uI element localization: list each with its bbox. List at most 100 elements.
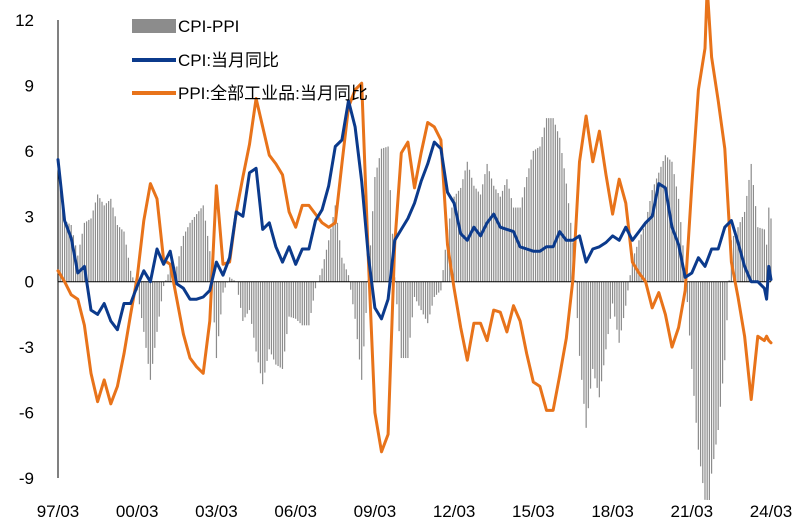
cpi-ppi-bar <box>528 168 530 282</box>
cpi-ppi-bar <box>658 172 660 282</box>
cpi-ppi-bar <box>328 240 330 282</box>
cpi-ppi-bar <box>273 281 275 360</box>
cpi-ppi-bar <box>605 281 607 350</box>
cpi-ppi-bar <box>295 281 297 319</box>
cpi-ppi-bar <box>361 281 363 380</box>
cpi-ppi-bar <box>244 281 246 318</box>
cpi-ppi-bar <box>651 190 653 282</box>
cpi-ppi-bar <box>530 159 532 282</box>
cpi-ppi-bar <box>413 281 416 297</box>
cpi-ppi-bar <box>229 277 231 282</box>
cpi-ppi-bar <box>721 281 724 384</box>
cpi-ppi-bar <box>587 281 589 409</box>
cpi-ppi-bar <box>149 281 152 380</box>
cpi-ppi-bar <box>222 281 224 293</box>
y-axis-ticks: 12 9 6 3 0 -3 -6 -9 <box>15 11 34 488</box>
cpi-ppi-bar <box>242 281 244 321</box>
cpi-ppi-bar <box>510 198 512 282</box>
cpi-ppi-bar <box>345 269 347 282</box>
cpi-ppi-bar <box>61 203 64 282</box>
cpi-ppi-bar <box>330 228 332 282</box>
cpi-ppi-bar <box>218 281 220 337</box>
cpi-ppi-bar <box>620 281 622 331</box>
cpi-ppi-bar <box>88 219 90 282</box>
y-tick-label: 9 <box>25 76 34 95</box>
cpi-ppi-bar <box>583 281 585 404</box>
cpi-ppi-bar <box>123 231 125 282</box>
cpi-ppi-bar <box>688 281 691 336</box>
cpi-ppi-bar <box>68 223 70 282</box>
cpi-ppi-bar <box>130 270 132 282</box>
cpi-ppi-bar <box>622 281 625 319</box>
cpi-ppi-bar <box>631 259 633 282</box>
x-tick-label: 00/03 <box>116 502 159 521</box>
cpi-ppi-bar <box>246 281 248 314</box>
cpi-ppi-bar <box>284 281 286 352</box>
cpi-ppi-bar <box>64 220 66 282</box>
cpi-ppi-bar <box>81 233 83 282</box>
cpi-ppi-bar <box>374 177 376 282</box>
legend-label: PPI:全部工业品:当月同比 <box>178 84 368 103</box>
cpi-ppi-bar <box>200 208 202 282</box>
cpi-ppi-bar <box>114 216 116 282</box>
cpi-ppi-bar <box>642 228 644 282</box>
cpi-ppi-bar <box>431 281 433 306</box>
cpi-ppi-bar <box>768 207 770 282</box>
cpi-ppi-bar <box>699 281 702 467</box>
cpi-ppi-bar <box>163 281 165 287</box>
cpi-ppi-bar <box>559 137 561 282</box>
cpi-ppi-bar <box>475 188 477 282</box>
cpi-ppi-bar <box>409 281 411 338</box>
cpi-ppi-bar <box>759 227 761 282</box>
cpi-ppi-bar <box>255 281 257 352</box>
cpi-ppi-bar <box>240 281 242 308</box>
cpi-ppi-bar <box>121 229 123 282</box>
cpi-ppi-bar <box>383 147 385 282</box>
cpi-ppi-bar <box>473 185 475 282</box>
cpi-ppi-bar <box>275 281 277 365</box>
cpi-ppi-bar <box>156 281 158 332</box>
cpi-ppi-bar <box>563 168 565 282</box>
cpi-ppi-bar <box>189 222 191 282</box>
cpi-ppi-bar <box>673 174 675 282</box>
cpi-ppi-bar <box>167 274 169 282</box>
cpi-ppi-bar <box>277 281 279 367</box>
cpi-ppi-bar <box>213 281 215 323</box>
cpi-ppi-bar <box>66 222 68 282</box>
cpi-ppi-bar <box>427 281 429 324</box>
cpi-ppi-bar <box>697 281 699 450</box>
cpi-ppi-bar <box>574 280 576 282</box>
cpi-ppi-bar <box>554 124 556 282</box>
cpi-ppi-bar <box>389 190 391 282</box>
cpi-ppi-bar <box>743 211 746 282</box>
legend-swatch <box>132 19 176 33</box>
cpi-ppi-bar <box>728 280 730 282</box>
cpi-ppi-bar <box>600 281 603 382</box>
cpi-ppi-bar <box>504 185 506 282</box>
cpi-ppi-bar <box>182 235 185 282</box>
cpi-ppi-bar <box>640 234 642 282</box>
cpi-ppi-bar <box>644 222 647 282</box>
cpi-ppi-bar <box>101 201 103 282</box>
cpi-ppi-bar <box>750 163 752 282</box>
cpi-ppi-bar <box>411 281 413 318</box>
y-tick-label: 0 <box>25 273 34 292</box>
cpi-ppi-bar <box>757 227 759 282</box>
cpi-ppi-bar <box>343 263 345 282</box>
cpi-ppi-bar <box>741 217 743 282</box>
cpi-ppi-bar <box>625 281 627 306</box>
cpi-ppi-bar <box>541 137 543 282</box>
cpi-ppi-bar <box>763 229 765 282</box>
cpi-ppi-bar <box>281 281 284 369</box>
cpi-ppi-bar <box>592 281 594 369</box>
cpi-ppi-bar <box>666 157 669 282</box>
cpi-ppi-bar <box>259 281 262 374</box>
cpi-ppi-bar <box>534 149 537 282</box>
cpi-ppi-bar <box>457 190 460 282</box>
cpi-ppi-bar <box>288 281 290 317</box>
cpi-ppi-bar <box>119 227 121 282</box>
cpi-ppi-bar <box>141 281 143 319</box>
cpi-ppi-bar <box>550 118 552 282</box>
cpi-ppi-bar <box>607 281 609 335</box>
x-tick-label: 09/03 <box>354 502 397 521</box>
